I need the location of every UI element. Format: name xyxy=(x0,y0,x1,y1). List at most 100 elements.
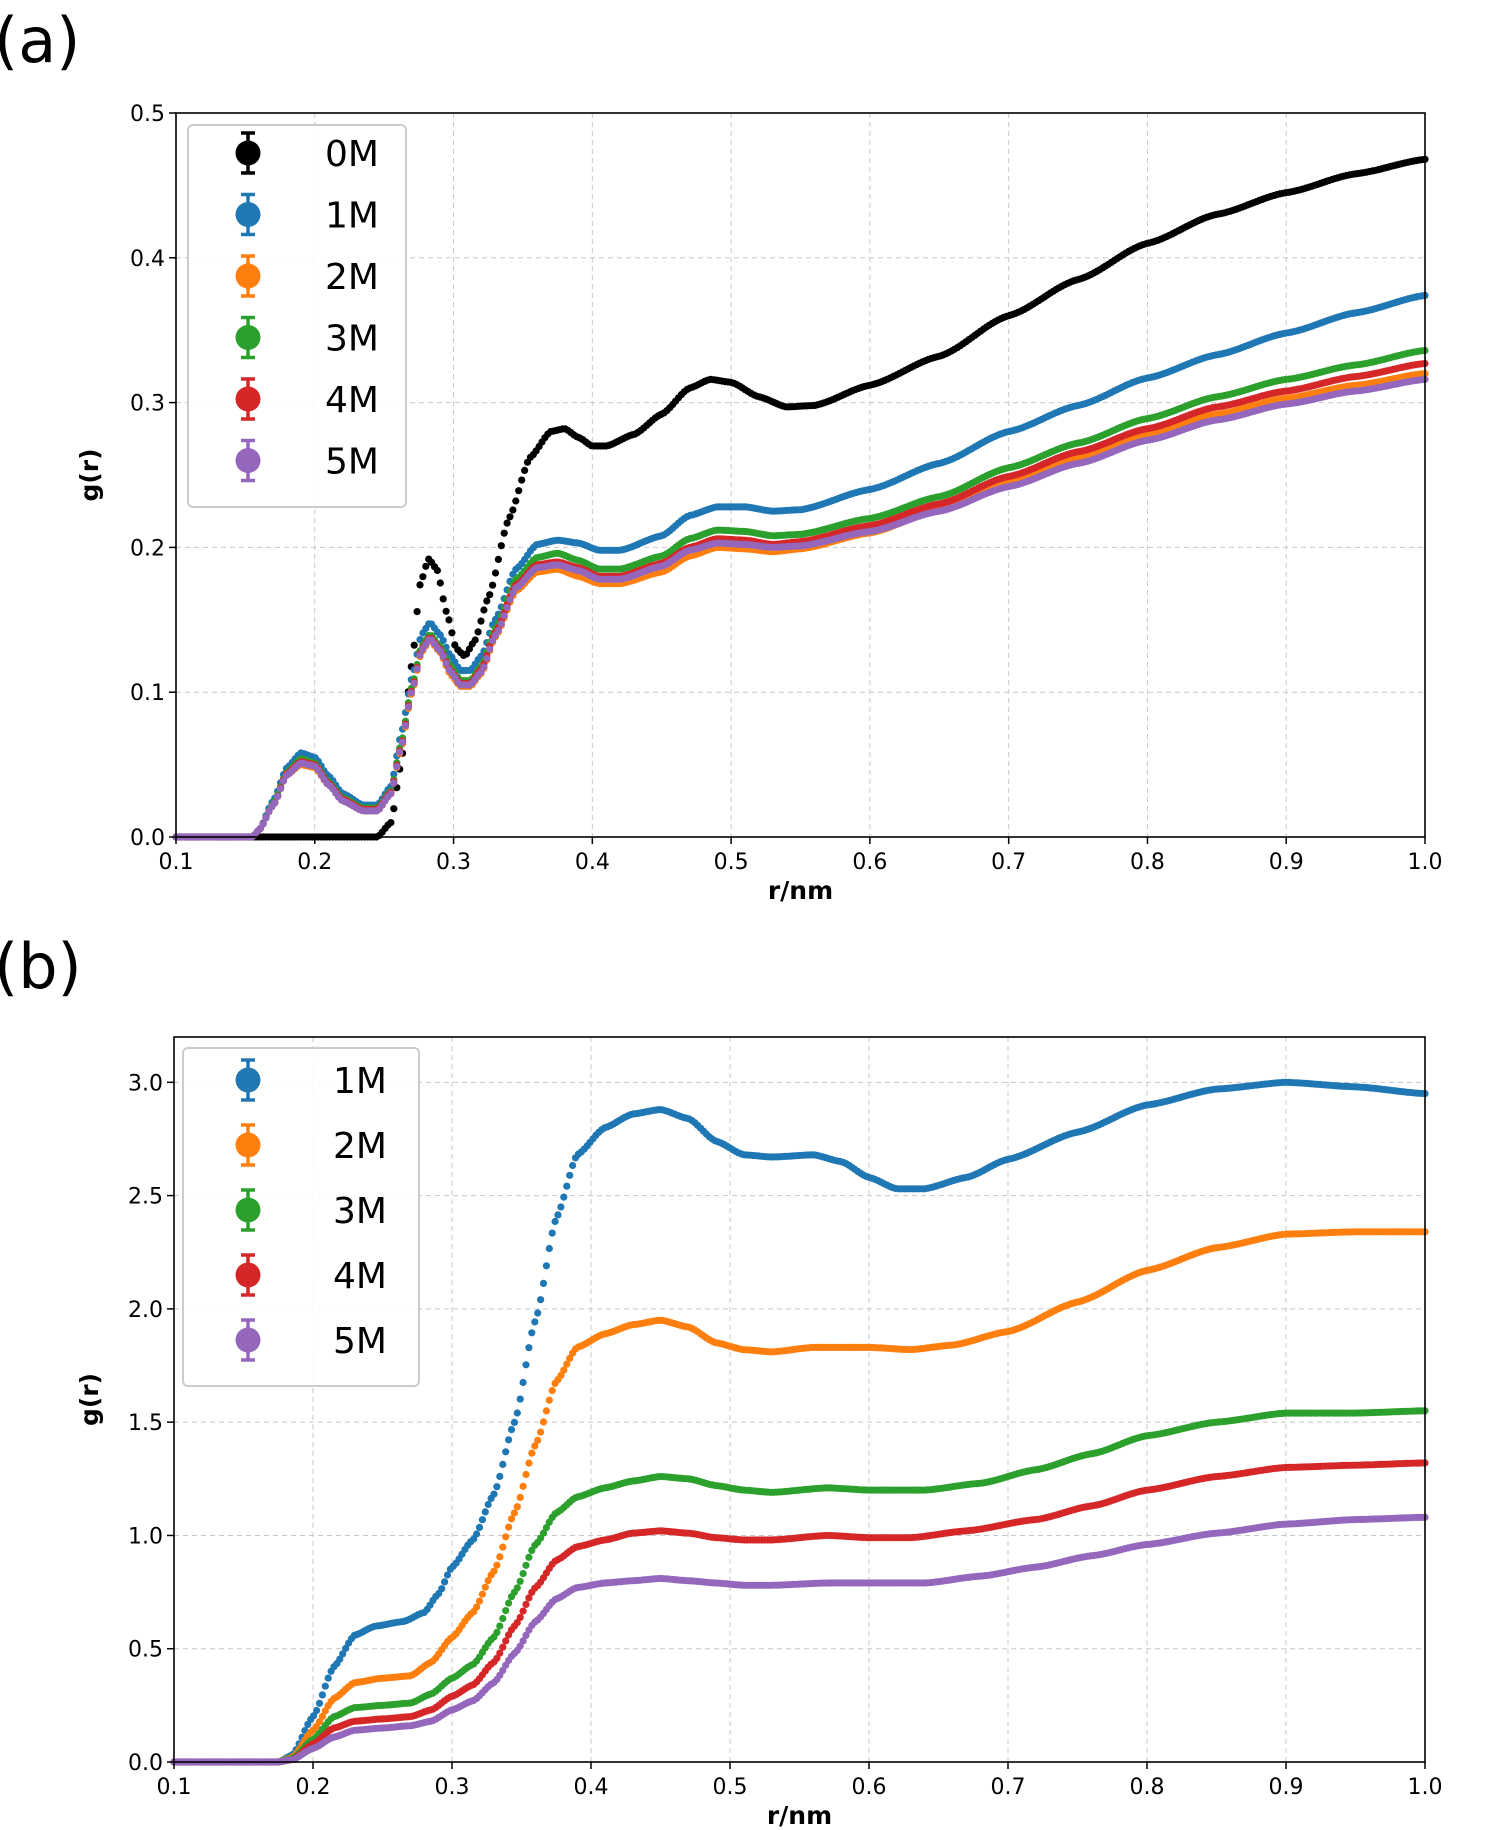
data-point xyxy=(438,1585,446,1593)
data-point xyxy=(500,612,508,620)
y-tick-label: 0.2 xyxy=(130,536,165,561)
data-point xyxy=(478,1516,486,1524)
data-point xyxy=(387,790,395,798)
data-point xyxy=(410,641,418,649)
legend-label: 4M xyxy=(333,1256,387,1297)
data-point xyxy=(515,487,523,495)
data-point xyxy=(519,1570,527,1578)
x-tick-label: 0.5 xyxy=(714,850,749,875)
data-point xyxy=(522,1561,530,1569)
data-point xyxy=(507,1426,516,1434)
data-point xyxy=(471,636,479,644)
data-point xyxy=(522,1600,530,1608)
data-point xyxy=(518,476,526,484)
data-point xyxy=(493,1561,501,1569)
legend-label: 1M xyxy=(325,196,379,237)
data-point xyxy=(513,1503,521,1511)
data-point xyxy=(481,1508,489,1516)
data-point xyxy=(502,1533,510,1541)
data-point xyxy=(513,1409,521,1417)
data-point xyxy=(499,1643,507,1651)
legend-label: 0M xyxy=(325,134,379,175)
data-point xyxy=(525,1344,533,1352)
legend-marker xyxy=(235,1262,261,1288)
data-point xyxy=(494,626,502,635)
data-point xyxy=(545,1244,553,1253)
data-point xyxy=(486,591,494,599)
data-point xyxy=(522,1470,530,1479)
data-point xyxy=(483,597,491,605)
legend-marker xyxy=(235,386,261,412)
data-point xyxy=(502,1607,510,1615)
data-point xyxy=(318,1691,326,1699)
legend-marker xyxy=(235,325,261,350)
data-point xyxy=(436,631,444,639)
data-point xyxy=(493,1483,501,1491)
data-point xyxy=(477,617,485,625)
data-point xyxy=(416,581,424,589)
data-point xyxy=(475,1597,484,1605)
data-point xyxy=(519,1482,527,1490)
series-5M xyxy=(170,1513,1429,1766)
data-point xyxy=(551,1217,559,1226)
legend-label: 2M xyxy=(325,257,379,298)
legend-label: 2M xyxy=(333,1126,387,1167)
data-point xyxy=(521,466,529,474)
x-tick-label: 0.4 xyxy=(574,1775,609,1800)
data-point xyxy=(321,1682,329,1690)
series-4M xyxy=(170,1459,1429,1766)
legend-label: 3M xyxy=(333,1191,387,1232)
data-point xyxy=(436,579,444,587)
x-tick-label: 0.9 xyxy=(1269,1775,1304,1800)
data-point xyxy=(451,658,459,666)
panel-a: (a) 0.1 0.2 0.3 0.4 0.5 0.6 0.7 0.8 0.9 1.00.00.1… xyxy=(0,4,1443,905)
data-point xyxy=(522,1361,530,1369)
data-point xyxy=(481,1583,489,1591)
x-tick-label: 0.2 xyxy=(297,850,332,875)
data-point xyxy=(542,1407,551,1415)
data-point xyxy=(563,1182,571,1190)
data-point xyxy=(497,620,505,628)
x-tick-label: 0.2 xyxy=(296,1775,331,1800)
legend-label: 4M xyxy=(325,380,379,421)
data-point xyxy=(315,1699,324,1707)
data-point xyxy=(542,1262,551,1270)
x-axis-title: r/nm xyxy=(767,1801,832,1830)
x-tick-label: 0.5 xyxy=(713,1775,748,1800)
y-tick-label: 2.5 xyxy=(128,1185,163,1210)
x-tick-label: 0.8 xyxy=(1130,1775,1165,1800)
panel-a-label: (a) xyxy=(0,4,80,77)
data-point xyxy=(413,665,421,673)
data-point xyxy=(413,608,421,616)
legend-label: 3M xyxy=(325,319,379,360)
data-point xyxy=(422,562,430,570)
y-tick-label: 0.3 xyxy=(130,392,165,417)
data-point xyxy=(410,679,418,687)
data-point xyxy=(493,1628,501,1636)
y-axis-title: g(r) xyxy=(75,1373,104,1426)
data-point xyxy=(516,1613,524,1621)
data-point xyxy=(490,1490,498,1498)
data-point xyxy=(494,555,502,564)
data-point xyxy=(433,566,441,575)
x-tick-label: 0.8 xyxy=(1130,850,1165,875)
data-point xyxy=(505,1436,513,1444)
data-point xyxy=(539,1279,548,1287)
data-point xyxy=(489,581,497,589)
data-point xyxy=(496,1622,504,1630)
y-tick-label: 0.5 xyxy=(128,1638,163,1663)
legend-label: 5M xyxy=(325,442,379,483)
data-point xyxy=(274,792,282,801)
data-point xyxy=(474,628,482,636)
data-point xyxy=(516,1577,524,1585)
y-tick-label: 0.4 xyxy=(130,247,165,272)
data-point xyxy=(259,820,267,828)
data-point xyxy=(525,1459,533,1467)
data-point xyxy=(509,506,517,514)
legend-label: 1M xyxy=(333,1061,387,1102)
data-point xyxy=(528,1329,536,1337)
data-point xyxy=(537,1296,545,1304)
x-tick-label: 0.3 xyxy=(435,1775,470,1800)
data-point xyxy=(506,596,514,604)
legend-label: 5M xyxy=(333,1321,387,1362)
